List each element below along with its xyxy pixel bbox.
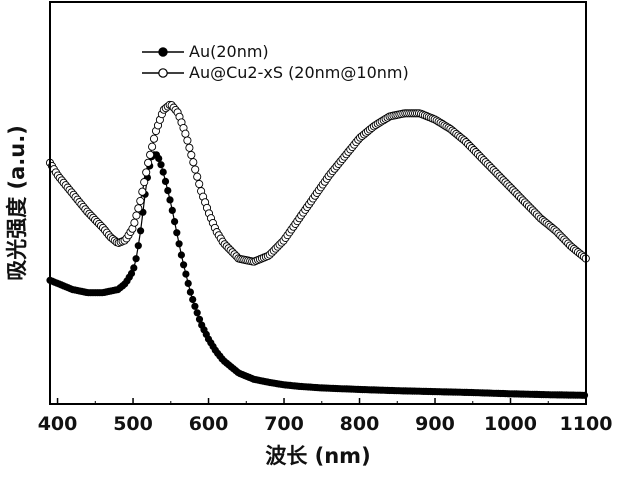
- series-0-point-39: [135, 243, 141, 249]
- series-1-point-52: [149, 143, 156, 150]
- series-1: [46, 101, 589, 265]
- x-axis-title: 波长 (nm): [265, 444, 370, 468]
- legend-label-au: Au(20nm): [189, 42, 269, 61]
- series-0-point-62: [187, 289, 193, 295]
- series-layer: [46, 101, 589, 398]
- series-1-point-49: [143, 169, 150, 176]
- series-1-point-70: [184, 137, 191, 144]
- series-0-point-59: [180, 262, 186, 268]
- series-0-point-53: [167, 197, 173, 203]
- series-1-point-46: [137, 197, 144, 204]
- series-0-point-65: [194, 310, 200, 316]
- x-tick-label-6: 1000: [484, 413, 537, 435]
- x-tick-label-4: 800: [340, 413, 380, 435]
- x-tick-label-5: 900: [415, 413, 455, 435]
- series-0-point-60: [183, 271, 189, 277]
- series-0-point-54: [169, 207, 175, 213]
- series-0-point-64: [192, 303, 198, 309]
- x-tick-label-0: 400: [38, 413, 78, 435]
- series-1-point-48: [141, 179, 148, 186]
- x-tick-label-7: 1100: [560, 413, 613, 435]
- series-0-point-37: [131, 265, 137, 271]
- legend-marker-au: [159, 48, 167, 56]
- series-1-point-74: [192, 166, 199, 173]
- series-1-point-75: [194, 173, 201, 180]
- x-tick-label-2: 600: [189, 413, 229, 435]
- series-1-point-50: [145, 159, 152, 166]
- series-0-point-61: [185, 280, 191, 286]
- series-1-point-51: [147, 151, 154, 158]
- series-1-point-47: [139, 188, 146, 195]
- x-tick-label-3: 700: [264, 413, 304, 435]
- series-1-point-73: [190, 159, 197, 166]
- y-axis-title: 吸光强度 (a.u.): [5, 125, 29, 281]
- series-0-point-48: [156, 155, 162, 161]
- series-0-point-40: [137, 228, 143, 234]
- series-0-point-52: [165, 187, 171, 193]
- series-0-point-49: [158, 162, 164, 168]
- series-0-point-51: [162, 178, 168, 184]
- legend: Au(20nm) Au@Cu2-xS (20nm@10nm): [142, 42, 409, 82]
- series-1-point-53: [150, 135, 157, 142]
- series-1-point-76: [196, 180, 203, 187]
- series-1-point-44: [133, 212, 140, 219]
- series-0-point-63: [190, 296, 196, 302]
- series-0-point-55: [171, 218, 177, 224]
- series-1-point-71: [186, 144, 193, 151]
- legend-marker-au-cu2xs: [159, 69, 167, 77]
- series-1-point-72: [188, 151, 195, 158]
- series-1-point-43: [131, 219, 138, 226]
- x-tick-label-1: 500: [113, 413, 153, 435]
- series-1-point-45: [135, 205, 142, 212]
- series-1-point-69: [182, 130, 189, 137]
- legend-label-au-cu2xs: Au@Cu2-xS (20nm@10nm): [189, 63, 409, 82]
- absorption-spectrum-chart: 400 500 600 700 800 900 1000 1100 波长 (nm) 吸光强度 …: [0, 0, 621, 477]
- series-0-point-57: [176, 241, 182, 247]
- series-0-point-50: [160, 169, 166, 175]
- series-0-point-56: [174, 230, 180, 236]
- series-0-point-58: [178, 252, 184, 258]
- series-0-point-38: [133, 256, 139, 262]
- chart-figure: 400 500 600 700 800 900 1000 1100 波长 (nm) 吸光强度 …: [0, 0, 621, 477]
